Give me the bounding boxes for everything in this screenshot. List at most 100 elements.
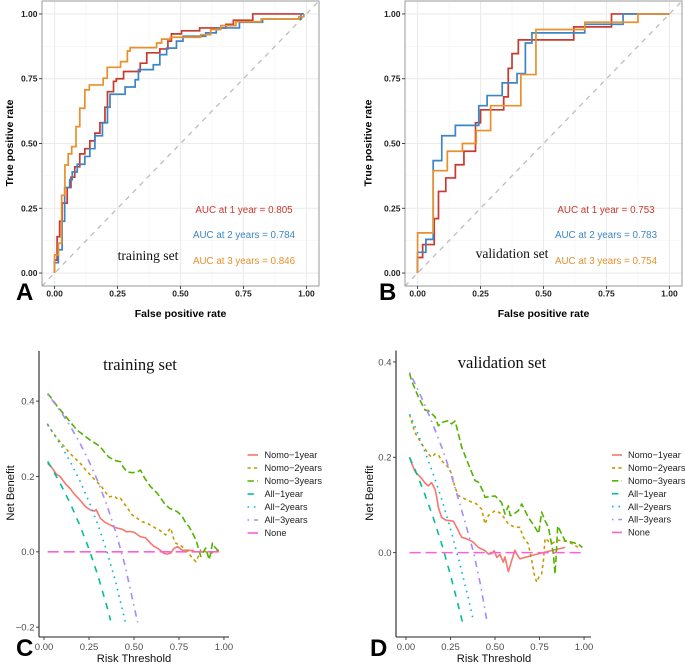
auc-label-3-years: AUC at 3 years = 0.846 [193, 256, 296, 267]
gridlines [42, 1, 319, 286]
dataset-annotation: validation set [476, 246, 549, 261]
panel-d-decision-curve-chart: 0.00 0.25 0.50 0.75 1.00 0.0 0.2 0.4 validation … [364, 350, 685, 664]
y-tick-label: 1.00 [21, 9, 38, 19]
x-tick-label: 0.00 [46, 289, 63, 299]
x-tick-label: 1.00 [215, 642, 234, 653]
x-tick-label: 0.50 [535, 289, 552, 299]
x-tick-label: 0.00 [409, 289, 426, 299]
x-tick-label: 0.25 [441, 642, 460, 653]
legend-label: All−1year [628, 489, 667, 499]
legend-item: All−3years [247, 515, 309, 525]
y-tick-label: 1.00 [384, 9, 401, 19]
chart-title: validation set [458, 353, 547, 372]
x-tick-label: 1.00 [298, 289, 315, 299]
x-tick-label: 0.75 [598, 289, 615, 299]
y-tick-label: −0.2 [16, 623, 35, 634]
legend-item: All−3years [612, 515, 672, 525]
legend-item: Nomo−2years [612, 463, 685, 473]
x-tick-label: 0.25 [80, 642, 99, 653]
panel-c-decision-curve-chart: 0.00 0.25 0.50 0.75 1.00 −0.2 0.0 0.2 0.4 trainin… [5, 351, 322, 664]
x-tick-label: 0.50 [486, 642, 505, 653]
y-tick-label: 0.00 [21, 268, 38, 278]
legend-item: All−2years [612, 502, 672, 512]
legend-label: All−3years [628, 515, 672, 525]
y-axis-title: Net Benefit [5, 464, 17, 520]
x-tick-label: 0.00 [397, 642, 416, 653]
legend-item: All−2years [247, 502, 309, 512]
legend: Nomo−1year Nomo−2years Nomo−3years All−1yea… [612, 450, 685, 538]
net-benefit-curve-all-3years [408, 372, 488, 622]
panel-b-roc-chart: 0.00 0.25 0.50 0.75 1.00 0.00 0.25 0.50 0.75 1.00… [363, 0, 683, 320]
x-tick-label: 0.75 [170, 642, 189, 653]
y-tick-label: 0.0 [21, 547, 34, 558]
net-benefit-curve-all-3years [47, 393, 139, 623]
y-tick-label: 0.4 [21, 397, 34, 408]
y-tick-label: 0.4 [378, 357, 391, 368]
auc-label-3-years: AUC at 3 years = 0.754 [555, 256, 658, 267]
legend-label: Nomo−3years [265, 476, 323, 486]
net-benefit-curve-nomo-2years [46, 423, 222, 563]
auc-label-2-years: AUC at 2 years = 0.783 [555, 230, 658, 241]
x-tick-label: 0.50 [172, 289, 189, 299]
legend-item: All−1year [247, 489, 304, 499]
y-axis-title: True positive rate [4, 99, 16, 186]
x-axis-title: False positive rate [135, 308, 227, 320]
x-axis-title: Risk Threshold [457, 653, 531, 664]
legend-item: None [247, 528, 286, 538]
legend-item: Nomo−3years [247, 476, 323, 486]
y-tick-label: 0.50 [21, 139, 38, 149]
x-axis-title: False positive rate [498, 308, 590, 320]
panel-letter: A [16, 279, 33, 306]
legend-label: All−1year [265, 489, 304, 499]
x-tick-label: 1.00 [661, 289, 678, 299]
y-tick-label: 0.50 [384, 139, 401, 149]
auc-label-2-years: AUC at 2 years = 0.784 [193, 230, 296, 241]
y-tick-label: 0.2 [21, 472, 34, 483]
legend-label: All−3years [265, 515, 309, 525]
y-tick-label: 0.00 [384, 268, 401, 278]
legend-item: None [612, 528, 650, 538]
panel-letter: C [16, 635, 33, 662]
legend-item: Nomo−1year [612, 450, 681, 460]
legend-item: Nomo−3years [612, 476, 685, 486]
net-benefit-curve-nomo-1year [47, 462, 195, 555]
legend-label: All−2years [265, 502, 309, 512]
panel-letter: B [379, 279, 396, 306]
reference-diagonal-line [41, 0, 320, 287]
legend-label: Nomo−2years [265, 463, 323, 473]
net-benefit-curve-nomo-3years [47, 393, 222, 561]
net-benefit-curve-all-1year [46, 461, 112, 621]
y-tick-label: 0.0 [378, 548, 391, 559]
y-tick-label: 0.25 [21, 203, 38, 213]
net-benefit-curve-all-2years [408, 414, 475, 622]
legend-label: Nomo−2years [628, 463, 685, 473]
y-tick-label: 0.75 [384, 74, 401, 84]
legend-label: None [628, 528, 650, 538]
y-tick-label: 0.2 [378, 453, 391, 464]
roc-curve-1-year [416, 13, 670, 274]
legend-label: Nomo−3years [628, 476, 685, 486]
auc-label-1-year: AUC at 1 year = 0.753 [557, 205, 655, 216]
legend-item: All−1year [612, 489, 667, 499]
auc-label-1-year: AUC at 1 year = 0.805 [195, 205, 293, 216]
net-benefit-curve-nomo-1year [408, 457, 566, 573]
legend-label: All−2years [628, 502, 672, 512]
legend: Nomo−1year Nomo−2years Nomo−3years All−1yea… [247, 450, 323, 538]
panel-a-roc-chart: 0.00 0.25 0.50 0.75 1.00 0.00 0.25 0.50 0.75 1.00… [4, 0, 320, 320]
x-tick-label: 0.25 [472, 289, 489, 299]
panel-letter: D [370, 635, 387, 662]
chart-title: training set [103, 355, 177, 374]
roc-curve-3-years [416, 13, 670, 274]
x-tick-label: 0.75 [530, 642, 549, 653]
x-tick-label: 0.50 [125, 642, 144, 653]
legend-item: Nomo−1year [247, 450, 317, 460]
roc-curve-2-years [53, 13, 304, 274]
y-tick-label: 0.75 [21, 74, 38, 84]
y-axis-title: Net Benefit [364, 464, 376, 520]
x-tick-label: 0.00 [35, 642, 54, 653]
legend-label: Nomo−1year [628, 450, 681, 460]
y-tick-label: 0.25 [384, 203, 401, 213]
x-tick-label: 0.25 [109, 289, 126, 299]
x-tick-label: 0.75 [235, 289, 252, 299]
